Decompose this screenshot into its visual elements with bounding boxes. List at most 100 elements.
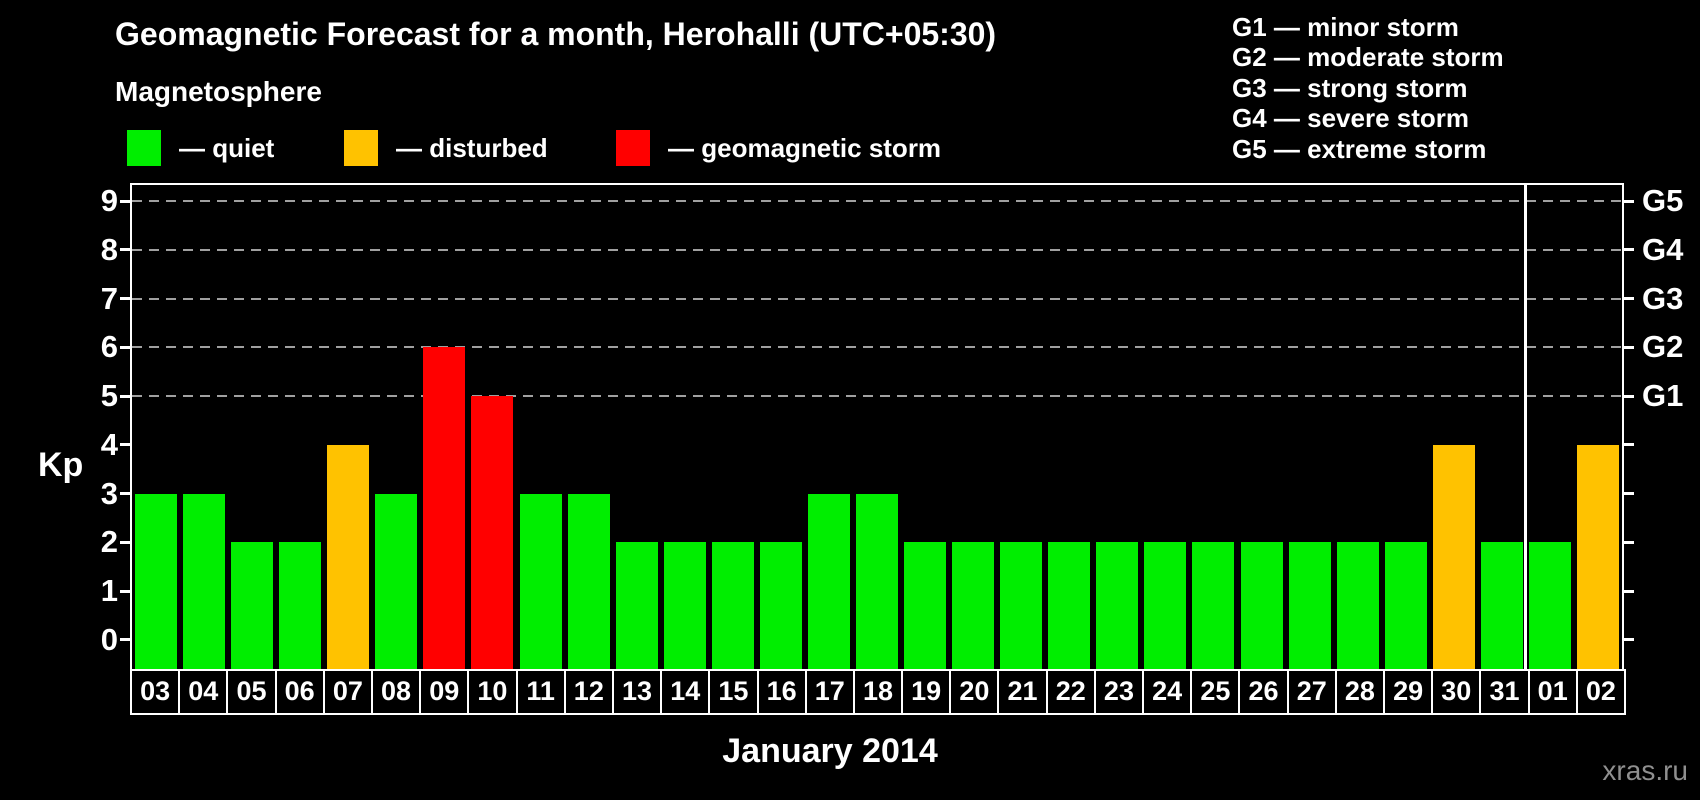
bar-day-24 — [1144, 542, 1187, 670]
bar-day-19 — [904, 542, 947, 670]
bar-day-01 — [1528, 542, 1571, 670]
day-label-31: 31 — [1479, 669, 1530, 715]
right-axis-label-G5: G5 — [1642, 183, 1684, 219]
right-axis-label-G1: G1 — [1642, 378, 1684, 414]
day-label-14: 14 — [660, 669, 711, 715]
bar-day-30 — [1432, 444, 1475, 670]
bar-day-28 — [1336, 542, 1379, 670]
bar-day-16 — [759, 542, 802, 670]
bar-day-23 — [1096, 542, 1139, 670]
y-axis-tick-right-8 — [1622, 248, 1634, 252]
bar-day-03 — [135, 493, 178, 670]
day-label-07: 07 — [322, 669, 373, 715]
day-label-06: 06 — [274, 669, 325, 715]
legend-item-quiet: — quiet — [127, 130, 274, 166]
storm-scale-legend-item-1: G1 — minor storm — [1232, 12, 1459, 42]
legend-swatch-quiet — [127, 130, 161, 166]
y-axis-label-1: 1 — [100, 573, 118, 609]
legend-swatch-disturbed — [344, 130, 378, 166]
y-axis-tick-left-5 — [120, 394, 132, 398]
legend-item-disturbed: — disturbed — [344, 130, 548, 166]
bar-day-04 — [183, 493, 226, 670]
y-axis-label-8: 8 — [100, 231, 118, 267]
day-label-27: 27 — [1286, 669, 1337, 715]
y-axis-tick-left-3 — [120, 492, 132, 496]
y-axis-label-3: 3 — [100, 475, 118, 511]
y-axis-label-2: 2 — [100, 524, 118, 560]
legend-label-quiet: — quiet — [179, 132, 275, 163]
day-label-29: 29 — [1383, 669, 1434, 715]
bar-day-06 — [279, 542, 322, 670]
y-axis-tick-right-6 — [1622, 345, 1634, 349]
bar-day-08 — [375, 493, 418, 670]
day-label-21: 21 — [997, 669, 1048, 715]
storm-scale-legend-item-3: G3 — strong storm — [1232, 72, 1468, 103]
y-axis-label-0: 0 — [100, 621, 118, 657]
y-axis-tick-right-5 — [1622, 394, 1634, 398]
y-axis-tick-left-7 — [120, 297, 132, 301]
bar-day-29 — [1384, 542, 1427, 670]
magnetosphere-label: Magnetosphere — [115, 76, 322, 107]
y-axis-label-5: 5 — [100, 378, 118, 414]
y-axis-tick-left-8 — [120, 248, 132, 252]
y-axis-label-6: 6 — [100, 329, 118, 365]
y-axis-tick-left-0 — [120, 638, 132, 642]
y-axis-tick-left-2 — [120, 540, 132, 544]
storm-scale-legend-item-4: G4 — severe storm — [1232, 103, 1470, 134]
bar-day-07 — [327, 444, 370, 670]
bar-day-12 — [567, 493, 610, 670]
bar-day-21 — [1000, 542, 1043, 670]
gridline-kp-7 — [132, 297, 1622, 300]
storm-scale-legend-item-2: G2 — moderate storm — [1232, 42, 1504, 73]
y-axis-tick-left-1 — [120, 589, 132, 593]
bar-day-13 — [615, 542, 658, 670]
plot-area — [130, 183, 1624, 670]
bar-day-14 — [663, 542, 706, 670]
right-axis-label-G3: G3 — [1642, 280, 1684, 316]
y-axis-tick-right-9 — [1622, 199, 1634, 203]
y-axis-tick-right-3 — [1622, 492, 1634, 496]
y-axis-tick-left-9 — [120, 199, 132, 203]
bar-day-26 — [1240, 542, 1283, 670]
y-axis-tick-left-4 — [120, 443, 132, 447]
chart-title: Geomagnetic Forecast for a month, Heroha… — [115, 16, 997, 52]
bar-day-27 — [1288, 542, 1331, 670]
day-label-08: 08 — [370, 669, 422, 715]
day-label-26: 26 — [1238, 669, 1289, 715]
day-label-03: 03 — [130, 669, 181, 715]
bar-day-18 — [856, 493, 898, 670]
legend-swatch-storm — [616, 130, 650, 166]
bar-day-17 — [807, 493, 850, 670]
day-label-19: 19 — [901, 669, 952, 715]
day-label-18: 18 — [852, 669, 904, 715]
watermark: xras.ru — [1602, 755, 1688, 786]
bar-day-02 — [1576, 444, 1619, 670]
y-axis-tick-right-1 — [1622, 589, 1634, 593]
bar-day-31 — [1480, 542, 1523, 670]
day-label-01: 01 — [1527, 669, 1578, 715]
y-axis-tick-left-6 — [120, 345, 132, 349]
bar-day-10 — [471, 396, 514, 670]
y-axis-tick-right-2 — [1622, 540, 1634, 544]
y-axis-label-9: 9 — [100, 183, 118, 219]
day-label-10: 10 — [467, 669, 518, 715]
day-label-16: 16 — [756, 669, 807, 715]
day-label-17: 17 — [804, 669, 855, 715]
day-label-05: 05 — [226, 669, 277, 715]
bar-day-09 — [423, 347, 466, 670]
day-label-30: 30 — [1431, 669, 1482, 715]
y-axis-tick-right-4 — [1622, 443, 1634, 447]
gridline-kp-5 — [132, 395, 1622, 398]
day-label-28: 28 — [1334, 669, 1386, 715]
bar-day-22 — [1048, 542, 1091, 670]
day-label-13: 13 — [611, 669, 663, 715]
gridline-kp-8 — [132, 248, 1622, 251]
x-axis-day-labels: 03 04 05 06 07 08 09 10 11 12 13 14 15 16 17 18 19 20 21 22… — [130, 669, 1630, 715]
x-axis-title: January 2014 — [722, 732, 938, 770]
day-label-11: 11 — [515, 669, 566, 715]
day-label-22: 22 — [1045, 669, 1096, 715]
y-axis-label-4: 4 — [100, 426, 118, 462]
day-label-09: 09 — [419, 669, 470, 715]
day-label-20: 20 — [949, 669, 1000, 715]
